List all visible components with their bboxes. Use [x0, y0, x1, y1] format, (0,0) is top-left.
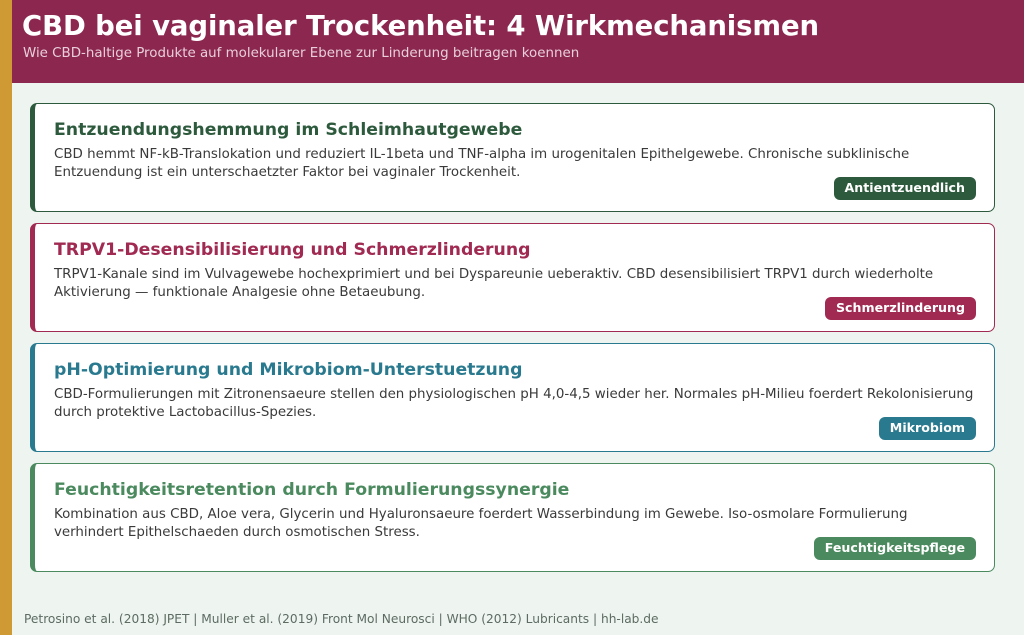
- mechanism-card-list: Entzuendungshemmung im Schleimhautgewebe…: [30, 103, 995, 583]
- mechanism-card[interactable]: Feuchtigkeitsretention durch Formulierun…: [30, 463, 995, 572]
- mechanism-card[interactable]: pH-Optimierung und Mikrobiom-Unterstuetz…: [30, 343, 995, 452]
- card-title: Entzuendungshemmung im Schleimhautgewebe: [54, 120, 523, 140]
- card-badge-row: Schmerzlinderung: [824, 297, 976, 321]
- card-badge-row: Antientzuendlich: [833, 177, 976, 201]
- header-band: CBD bei vaginaler Trockenheit: 4 Wirkmec…: [12, 0, 1024, 83]
- card-content: pH-Optimierung und Mikrobiom-Unterstuetz…: [54, 359, 976, 441]
- card-title: TRPV1-Desensibilisierung und Schmerzlind…: [54, 240, 531, 260]
- card-content: Entzuendungshemmung im Schleimhautgewebe…: [54, 119, 976, 201]
- status-badge[interactable]: Antientzuendlich: [833, 177, 976, 200]
- card-badge-row: Mikrobiom: [878, 417, 976, 441]
- card-body: CBD hemmt NF-kB-Translokation und reduzi…: [54, 147, 910, 180]
- card-body: TRPV1-Kanale sind im Vulvagewebe hochexp…: [54, 267, 934, 300]
- status-badge[interactable]: Mikrobiom: [878, 417, 976, 440]
- source-citations: Petrosino et al. (2018) JPET | Muller et…: [24, 611, 659, 626]
- page-subtitle: Wie CBD-haltige Produkte auf molekularer…: [23, 46, 580, 61]
- card-badge-row: Feuchtigkeitspflege: [813, 537, 976, 561]
- card-content: Feuchtigkeitsretention durch Formulierun…: [54, 479, 976, 561]
- card-body: Kombination aus CBD, Aloe vera, Glycerin…: [54, 507, 908, 540]
- status-badge[interactable]: Schmerzlinderung: [824, 297, 976, 320]
- card-title: pH-Optimierung und Mikrobiom-Unterstuetz…: [54, 360, 523, 380]
- mechanism-card[interactable]: Entzuendungshemmung im Schleimhautgewebe…: [30, 103, 995, 212]
- footer: Petrosino et al. (2018) JPET | Muller et…: [24, 602, 1014, 635]
- left-accent-rail: [0, 0, 12, 635]
- page-title: CBD bei vaginaler Trockenheit: 4 Wirkmec…: [22, 10, 819, 42]
- card-title: Feuchtigkeitsretention durch Formulierun…: [54, 480, 570, 500]
- mechanism-card[interactable]: TRPV1-Desensibilisierung und Schmerzlind…: [30, 223, 995, 332]
- card-body: CBD-Formulierungen mit Zitronensaeure st…: [54, 387, 974, 420]
- status-badge[interactable]: Feuchtigkeitspflege: [813, 537, 976, 560]
- card-content: TRPV1-Desensibilisierung und Schmerzlind…: [54, 239, 976, 321]
